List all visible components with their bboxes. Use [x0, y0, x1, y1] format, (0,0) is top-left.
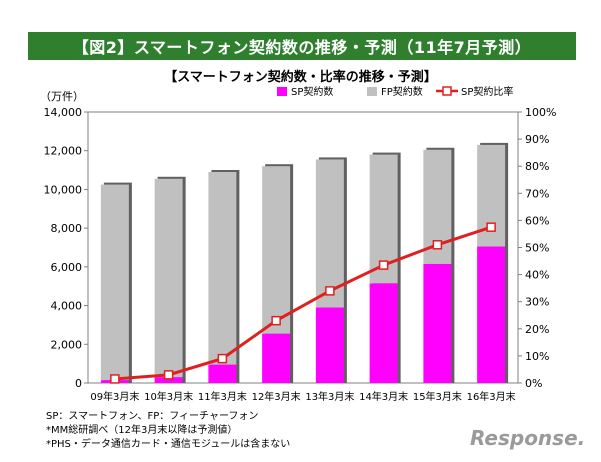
x-tick-label: 13年3月末 — [305, 390, 354, 403]
note-source: *MM総研調べ（12年3月末以降は予測値） — [46, 425, 238, 436]
x-tick-label: 09年3月末 — [90, 390, 139, 403]
y2-tick-label: 70% — [525, 187, 549, 200]
y2-tick-label: 0% — [525, 377, 542, 390]
ratio-point — [378, 260, 389, 270]
footnotes: SP：スマートフォン、FP：フィーチャーフォン *MM総研調べ（12年3月末以降… — [46, 410, 290, 452]
y-axis-label: （万件） — [40, 90, 84, 103]
y-tick-label: 0 — [75, 377, 82, 390]
bar-fp — [100, 184, 129, 381]
bar-sp — [369, 283, 398, 383]
banner-title: 【図2】スマートフォン契約数の推移・予測（11年7月予測） — [28, 32, 576, 60]
x-tick-label: 14年3月末 — [359, 390, 408, 403]
legend-swatch-fp — [367, 87, 377, 96]
note-exclusion: *PHS・データ通信カード・通信モジュールは含まない — [46, 439, 291, 450]
bar-fp — [154, 178, 183, 378]
ratio-point — [271, 315, 281, 326]
bar-sp — [423, 263, 452, 383]
legend-marker-ratio — [442, 86, 452, 96]
y2-tick-label: 40% — [525, 269, 549, 282]
y2-tick-label: 20% — [525, 323, 549, 336]
y2-tick-label: 50% — [525, 242, 549, 255]
y2-tick-label: 10% — [525, 350, 549, 363]
y2-tick-label: 90% — [525, 133, 549, 146]
legend-swatch-sp — [277, 87, 287, 96]
legend-label-fp: FP契約数 — [381, 85, 423, 98]
x-tick-label: 10年3月末 — [144, 390, 193, 403]
x-tick-label: 16年3月末 — [467, 390, 516, 403]
bar-sp — [477, 246, 506, 383]
ratio-point — [110, 374, 120, 384]
x-tick-label: 15年3月末 — [413, 390, 462, 403]
legend-label-ratio: SP契約比率 — [461, 85, 513, 98]
ratio-point — [432, 240, 443, 250]
bar-sp — [208, 364, 237, 383]
ratio-point — [217, 353, 228, 364]
bar-fp — [315, 159, 344, 308]
y-tick-label: 10,000 — [44, 183, 83, 196]
bar-fp — [262, 166, 291, 334]
ratio-line — [114, 225, 492, 381]
y2-tick-label: 100% — [525, 106, 556, 119]
x-tick-label: 12年3月末 — [252, 390, 301, 403]
ratio-point — [163, 370, 174, 380]
bar-sp — [262, 333, 291, 383]
ratio-point — [486, 222, 496, 232]
bar-sp — [154, 377, 183, 383]
note-abbrev: SP：スマートフォン、FP：フィーチャーフォン — [46, 411, 259, 422]
y-tick-label: 14,000 — [44, 106, 83, 119]
bar-fp — [208, 172, 237, 365]
legend-label-sp: SP契約数 — [291, 85, 333, 98]
y2-tick-label: 80% — [525, 160, 549, 173]
y-tick-label: 6,000 — [51, 261, 83, 274]
bar-sp — [315, 307, 344, 383]
y-tick-label: 12,000 — [44, 145, 83, 158]
y-tick-label: 2,000 — [51, 338, 83, 351]
response-logo: Response. — [470, 426, 586, 450]
ratio-point — [325, 286, 335, 296]
y2-tick-label: 30% — [525, 296, 549, 309]
x-tick-label: 11年3月末 — [198, 390, 247, 403]
chart-title: 【スマートフォン契約数・比率の推移・予測】 — [164, 70, 437, 85]
y2-tick-label: 60% — [525, 214, 549, 227]
y-tick-label: 8,000 — [51, 222, 83, 235]
y-tick-label: 4,000 — [51, 300, 83, 313]
